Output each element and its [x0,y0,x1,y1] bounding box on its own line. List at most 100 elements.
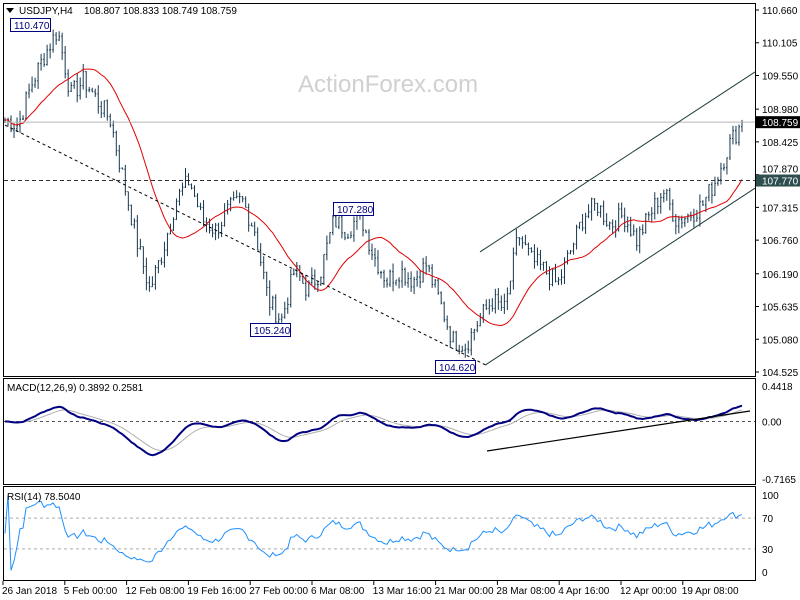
price-bar [70,82,73,93]
price-bar [217,222,220,239]
price-bar [476,321,479,333]
price-bar [127,191,130,211]
rsi-line [4,494,743,571]
price-bar [602,200,605,226]
price-bar [644,212,647,234]
price-bar [497,287,500,310]
channel-lower-line [484,187,756,366]
price-bar [55,32,58,45]
price-bar [118,144,121,173]
price-bar [377,250,380,275]
price-marker-box [756,116,800,129]
price-bar [31,76,34,93]
price-bar [620,202,623,219]
price-bar [49,43,52,59]
price-annotation: 107.280 [333,202,374,216]
price-bar [202,200,205,227]
price-bar [428,264,431,273]
price-bar [28,83,31,99]
price-bar [386,277,389,288]
price-bar [401,260,404,288]
price-bar [226,199,229,215]
price-bar [319,276,322,286]
price-bar [551,268,554,287]
price-bar [653,192,656,220]
price-bar [656,197,659,215]
price-bar [512,247,515,290]
price-bar [289,269,292,308]
price-bar [325,235,328,261]
price-bar [250,222,253,227]
price-bar [61,32,64,60]
watermark: ActionForex.com [298,71,478,98]
price-bar [364,229,367,234]
price-bar [614,220,617,238]
price-bar [145,257,148,291]
price-bar [437,278,440,295]
price-bar [458,344,461,355]
price-bar [43,53,46,67]
macd-tick-label: 0.4418 [762,382,793,393]
price-bar [133,218,136,229]
price-bar [79,77,82,100]
price-bar [178,188,181,206]
price-bar [211,223,214,238]
price-bar [389,269,392,287]
price-tick-label: 108.980 [762,105,799,116]
price-bar [563,257,566,285]
price-bar [310,267,313,285]
price-bar [115,130,118,156]
price-bar [52,29,55,53]
price-bar [701,200,704,207]
price-bar [518,237,521,246]
price-bar [596,202,599,217]
price-bar [671,199,674,222]
price-bar [638,226,641,254]
price-bar [175,198,178,220]
falling-trendline [4,124,486,366]
price-bar [734,125,737,145]
price-marker-label: 107.770 [762,177,799,188]
collapse-triangle-icon[interactable] [6,8,14,13]
price-bar [346,233,349,239]
price-bar [304,274,307,301]
price-bar [716,176,719,186]
price-bar [22,115,25,120]
price-bar [524,234,527,246]
price-bar [575,224,578,250]
ohlc-readout: 108.807 108.833 108.749 108.759 [84,6,237,17]
price-bar [404,267,407,286]
price-bar [142,246,145,274]
price-bar [506,287,509,311]
price-bar [88,86,91,93]
time-tick-label: 6 Mar 08:00 [311,586,365,597]
price-bar [590,197,593,221]
price-bar [674,213,677,235]
price-bar [560,269,563,285]
price-bar [710,181,713,204]
price-bar [190,183,193,190]
price-bar [611,219,614,234]
price-bar [193,185,196,198]
time-tick-label: 4 Apr 16:00 [558,586,610,597]
price-bar [629,216,632,237]
time-tick-label: 26 Jan 2018 [2,586,57,597]
price-bar [271,295,274,311]
price-bar [163,241,166,268]
price-bar [184,167,187,189]
price-bar [686,213,689,223]
price-bar [707,183,710,202]
annotation-label: 104.620 [439,363,476,374]
price-bar [37,62,40,89]
price-bar [367,229,370,255]
price-bar [584,212,587,234]
rsi-tick-label: 30 [762,545,774,556]
price-bar [166,232,169,257]
price-bar [527,242,530,256]
price-bar [731,125,734,145]
price-bar [337,216,340,230]
price-bar [223,203,226,227]
price-bar [235,190,238,199]
price-bar [419,270,422,289]
